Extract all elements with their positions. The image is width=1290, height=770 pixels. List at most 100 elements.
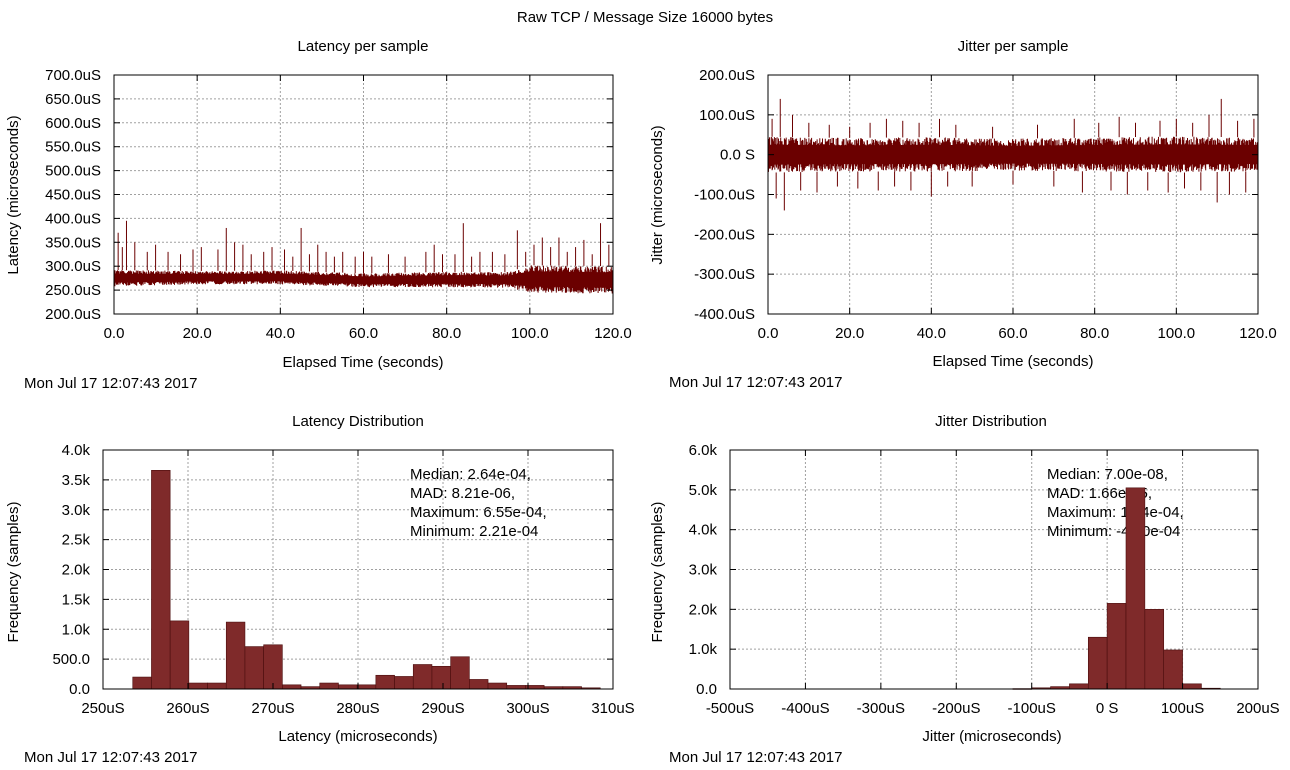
y-tick-label: 550.0uS xyxy=(45,139,101,156)
jitter-dist-bars xyxy=(1012,487,1221,690)
y-tick-label: 1.0k xyxy=(62,621,91,638)
jitter-dist-stat-median: Median: 7.00e-08, xyxy=(1047,466,1168,483)
histogram-bar xyxy=(1182,683,1202,690)
jitter-dist-stat-max: Maximum: 1.74e-04, xyxy=(1047,504,1184,521)
latency-dist-y-ticks: 0.0 500.0 1.0k 1.5k 2.0k 2.5k 3.0k 3.5k 4.0k xyxy=(52,442,613,698)
y-tick-label: 1.5k xyxy=(62,591,91,608)
x-tick-label: 100.0 xyxy=(1158,325,1196,342)
x-tick-label: 80.0 xyxy=(432,325,461,342)
y-tick-label: 3.0k xyxy=(689,562,718,579)
y-tick-label: -300.0uS xyxy=(694,266,755,283)
latency-dist-panel: Latency Distribution 250uS 260uS 270uS 280u… xyxy=(5,413,635,766)
y-tick-label: -200.0uS xyxy=(694,226,755,243)
x-tick-label: 300uS xyxy=(506,700,549,717)
y-tick-label: 3.5k xyxy=(62,472,91,489)
x-tick-label: 280uS xyxy=(336,700,379,717)
y-tick-label: 700.0uS xyxy=(45,67,101,84)
jitter-dist-stat-min: Minimum: -4.00e-04 xyxy=(1047,523,1180,540)
latency-dist-timestamp: Mon Jul 17 12:07:43 2017 xyxy=(24,749,197,766)
jitter-dist-y-ticks: 0.0 1.0k 2.0k 3.0k 4.0k 5.0k 6.0k xyxy=(689,442,1258,698)
histogram-bar xyxy=(151,470,171,690)
histogram-bar xyxy=(1069,683,1089,690)
jitter-sample-trace xyxy=(767,98,1259,211)
x-tick-label: -300uS xyxy=(857,700,905,717)
x-tick-label: 120.0 xyxy=(1239,325,1277,342)
jitter-sample-x-label: Elapsed Time (seconds) xyxy=(933,353,1094,370)
y-tick-label: 2.5k xyxy=(62,532,91,549)
x-tick-label: 40.0 xyxy=(917,325,946,342)
trace-core xyxy=(114,271,613,288)
y-tick-label: 0.0 xyxy=(69,681,90,698)
latency-sample-y-ticks: 200.0uS 250.0uS 300.0uS 350.0uS 400.0uS 450.0… xyxy=(45,67,613,323)
latency-dist-bars xyxy=(132,470,601,690)
histogram-bar xyxy=(412,664,433,690)
x-tick-label: 0.0 xyxy=(758,325,779,342)
histogram-bar xyxy=(450,656,470,690)
histogram-bar xyxy=(469,679,489,690)
x-tick-label: 260uS xyxy=(166,700,209,717)
x-tick-label: 120.0 xyxy=(594,325,632,342)
latency-dist-stats: Median: 2.64e-04, MAD: 8.21e-06, Maximum… xyxy=(410,466,547,540)
histogram-bar xyxy=(319,682,339,690)
y-tick-label: 450.0uS xyxy=(45,187,101,204)
x-tick-label: -100uS xyxy=(1008,700,1056,717)
y-tick-label: 6.0k xyxy=(689,442,718,459)
y-tick-label: 350.0uS xyxy=(45,234,101,251)
x-tick-label: 100uS xyxy=(1161,700,1204,717)
histogram-bar xyxy=(1106,603,1127,690)
jitter-sample-timestamp: Mon Jul 17 12:07:43 2017 xyxy=(669,374,842,391)
x-tick-label: -400uS xyxy=(781,700,829,717)
y-tick-label: 0.0 S xyxy=(720,147,755,164)
y-tick-label: 2.0k xyxy=(62,562,91,579)
y-tick-label: 100.0uS xyxy=(699,107,755,124)
histogram-bar xyxy=(431,665,451,690)
x-tick-label: 290uS xyxy=(421,700,464,717)
jitter-sample-title: Jitter per sample xyxy=(958,38,1069,55)
y-tick-label: 600.0uS xyxy=(45,115,101,132)
histogram-bar xyxy=(1125,487,1146,690)
latency-sample-x-label: Elapsed Time (seconds) xyxy=(283,354,444,371)
histogram-bar xyxy=(487,682,508,690)
y-tick-label: 4.0k xyxy=(62,442,91,459)
histogram-bar xyxy=(506,685,526,690)
histogram-bar xyxy=(1163,649,1183,690)
y-tick-label: 0.0 xyxy=(696,681,717,698)
latency-dist-x-ticks: 250uS 260uS 270uS 280uS 290uS 300uS 310uS xyxy=(81,450,635,717)
y-tick-label: 250.0uS xyxy=(45,282,101,299)
latency-dist-title: Latency Distribution xyxy=(292,413,424,430)
y-tick-label: 2.0k xyxy=(689,601,718,618)
histogram-bar xyxy=(282,684,302,690)
histogram-bar xyxy=(356,684,377,690)
histogram-bar xyxy=(338,684,358,690)
jitter-sample-x-ticks: 0.0 20.0 40.0 60.0 80.0 100.0 120.0 xyxy=(758,75,1277,342)
y-tick-label: 1.0k xyxy=(689,641,718,658)
histogram-bar xyxy=(169,620,190,690)
x-tick-label: 250uS xyxy=(81,700,124,717)
y-tick-label: 300.0uS xyxy=(45,258,101,275)
y-tick-label: 5.0k xyxy=(689,482,718,499)
latency-dist-stat-mad: MAD: 8.21e-06, xyxy=(410,485,515,502)
jitter-dist-x-ticks: -500uS -400uS -300uS -200uS -100uS 0 S 100uS 20… xyxy=(706,450,1280,717)
x-tick-label: 60.0 xyxy=(998,325,1027,342)
y-tick-label: 650.0uS xyxy=(45,91,101,108)
x-tick-label: 20.0 xyxy=(183,325,212,342)
figure-title: Raw TCP / Message Size 16000 bytes xyxy=(517,9,773,26)
histogram-bar xyxy=(132,676,152,690)
jitter-sample-y-ticks: -400.0uS -300.0uS -200.0uS -100.0uS 0.0 S 100… xyxy=(694,67,1258,323)
x-tick-label: 200uS xyxy=(1236,700,1279,717)
jitter-dist-x-label: Jitter (microseconds) xyxy=(922,728,1061,745)
x-tick-label: 0 S xyxy=(1096,700,1119,717)
y-tick-label: 200.0uS xyxy=(45,306,101,323)
latency-dist-stat-min: Minimum: 2.21e-04 xyxy=(410,523,538,540)
jitter-dist-timestamp: Mon Jul 17 12:07:43 2017 xyxy=(669,749,842,766)
histogram-bar xyxy=(207,682,227,690)
y-tick-label: -400.0uS xyxy=(694,306,755,323)
x-tick-label: 100.0 xyxy=(511,325,549,342)
jitter-sample-panel: Jitter per sample 0.0 20.0 40.0 60.0 80.0 100… xyxy=(649,38,1277,391)
trace-core xyxy=(768,144,1258,165)
jitter-dist-grid xyxy=(730,450,1258,689)
latency-sample-trace xyxy=(113,220,614,294)
latency-sample-y-label: Latency (microseconds) xyxy=(5,115,22,274)
histogram-bar xyxy=(225,621,246,690)
x-tick-label: 60.0 xyxy=(349,325,378,342)
